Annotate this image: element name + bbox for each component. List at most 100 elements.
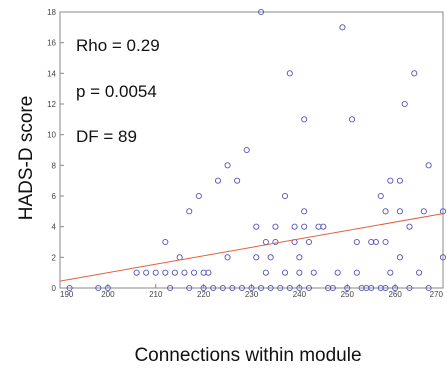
data-point — [296, 254, 303, 261]
data-point — [176, 254, 183, 261]
data-point — [186, 208, 193, 215]
data-point — [262, 269, 269, 276]
data-point — [368, 284, 375, 292]
y-axis-title: HADS-D score — [16, 96, 37, 221]
x-tick-label: 210 — [149, 290, 163, 299]
data-point — [401, 100, 408, 108]
data-point — [229, 284, 236, 292]
data-point — [353, 269, 360, 276]
data-point — [262, 238, 269, 246]
data-point — [392, 284, 399, 292]
data-point — [382, 208, 389, 215]
x-tick-label: 260 — [388, 290, 402, 299]
data-point — [234, 177, 241, 184]
data-point — [281, 192, 289, 200]
annotation-rho: Rho = 0.29 — [76, 36, 160, 55]
y-tick-label: 18 — [47, 8, 56, 17]
data-point — [320, 223, 327, 230]
y-tick-label: 4 — [52, 223, 57, 232]
x-tick-label: 200 — [101, 290, 115, 299]
data-point — [281, 269, 289, 276]
data-point — [310, 269, 317, 276]
data-point — [181, 269, 188, 276]
data-point — [133, 269, 140, 276]
data-point — [291, 223, 298, 230]
data-point — [224, 162, 231, 169]
data-point — [344, 284, 351, 292]
annotation-p-value: p = 0.0054 — [76, 82, 157, 101]
x-axis-title: Connections within module — [134, 345, 361, 366]
data-point — [258, 8, 265, 16]
data-point — [152, 269, 159, 276]
data-point — [267, 284, 274, 292]
data-point — [420, 208, 427, 215]
data-point — [277, 284, 284, 292]
y-tick-label: 10 — [47, 131, 56, 140]
data-point — [339, 24, 346, 31]
data-point — [95, 284, 102, 292]
x-tick-label: 230 — [245, 290, 259, 299]
x-tick-label: 250 — [341, 290, 355, 299]
data-point — [353, 238, 360, 246]
data-point — [301, 223, 308, 230]
data-point — [186, 284, 193, 292]
data-point — [243, 146, 250, 154]
y-tick-label: 2 — [52, 253, 57, 262]
data-point — [162, 269, 169, 276]
data-point — [190, 269, 198, 276]
data-point — [205, 269, 212, 276]
data-point — [248, 284, 255, 292]
data-point — [143, 269, 150, 276]
data-point — [396, 177, 403, 184]
data-point — [167, 284, 174, 292]
data-point — [224, 254, 231, 261]
data-point — [387, 269, 394, 276]
data-point — [253, 254, 260, 261]
data-point — [387, 177, 394, 184]
data-point — [272, 223, 279, 230]
data-point — [377, 192, 384, 200]
data-point — [406, 223, 413, 230]
data-point — [416, 269, 423, 276]
data-point — [286, 70, 293, 77]
data-point — [296, 269, 303, 276]
data-point — [214, 177, 222, 184]
data-point — [171, 269, 178, 276]
regression-line — [59, 213, 444, 282]
data-points — [66, 8, 447, 292]
data-point — [195, 192, 202, 200]
data-point — [425, 284, 432, 292]
data-point — [301, 208, 308, 215]
data-point — [286, 284, 293, 292]
data-point — [425, 162, 432, 169]
data-point — [253, 223, 260, 230]
data-point — [305, 238, 313, 246]
y-tick-label: 16 — [47, 39, 56, 48]
fit-line — [59, 213, 444, 282]
data-point — [382, 238, 389, 246]
data-point — [382, 284, 389, 292]
data-point — [238, 284, 245, 292]
data-point — [411, 70, 418, 77]
data-point — [200, 284, 207, 292]
y-tick-label: 12 — [47, 100, 56, 109]
x-tick-label: 270 — [430, 290, 444, 299]
annotation-df: DF = 89 — [76, 127, 137, 146]
data-point — [439, 254, 447, 261]
data-point — [396, 208, 403, 215]
data-point — [372, 238, 380, 246]
y-tick-label: 0 — [52, 284, 57, 293]
data-point — [301, 116, 308, 123]
y-tick-label: 8 — [52, 161, 57, 170]
data-point — [296, 284, 303, 292]
data-point — [396, 254, 403, 261]
x-tick-label: 190 — [60, 290, 74, 299]
y-tick-label: 6 — [52, 192, 57, 201]
x-tick-label: 240 — [293, 290, 307, 299]
data-point — [162, 238, 169, 246]
data-point — [334, 269, 341, 276]
data-point — [406, 284, 413, 292]
data-point — [272, 238, 279, 246]
x-tick-label: 220 — [197, 290, 211, 299]
data-point — [66, 284, 73, 292]
